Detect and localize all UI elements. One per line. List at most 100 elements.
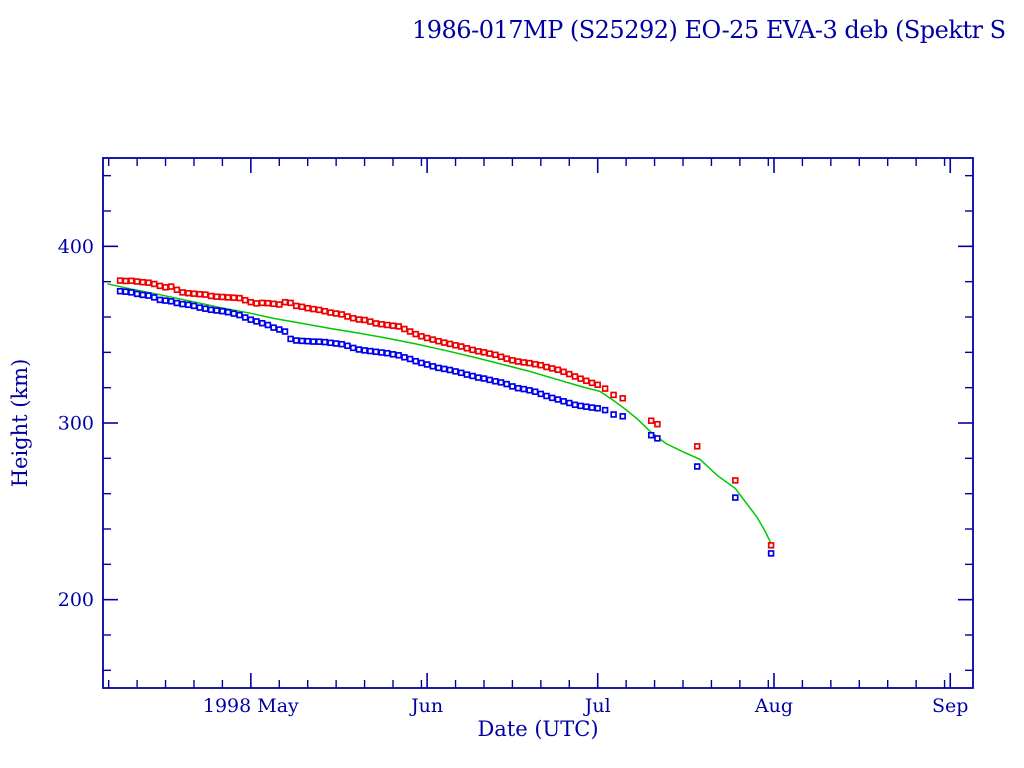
apogee-height-point <box>492 351 499 359</box>
apogee-height-point <box>344 313 351 320</box>
perigee-height-point <box>139 291 147 299</box>
apogee-height-point <box>452 342 459 349</box>
perigee-height-point <box>338 340 346 348</box>
x-tick-label: Jul <box>583 695 611 717</box>
perigee-height-point <box>654 435 661 442</box>
perigee-height-point <box>435 364 442 372</box>
apogee-height-point <box>378 320 385 328</box>
mean-height-fit-line <box>107 283 773 546</box>
perigee-height-point <box>732 494 739 501</box>
apogee-height-point <box>276 301 283 308</box>
perigee-height-point <box>253 318 260 325</box>
apogee-height-point <box>732 477 739 484</box>
perigee-height-point <box>378 349 385 356</box>
apogee-height-point <box>389 322 397 329</box>
apogee-height-point <box>526 359 533 367</box>
perigee-height-point <box>264 321 272 329</box>
perigee-height-point <box>247 316 255 323</box>
apogee-height-point <box>594 381 601 389</box>
apogee-height-point <box>361 316 368 324</box>
apogee-height-point <box>469 346 476 354</box>
apogee-height-point <box>173 286 181 294</box>
perigee-height-point <box>497 379 505 386</box>
perigee-height-point <box>349 344 357 352</box>
perigee-height-point <box>236 311 243 319</box>
apogee-height-point <box>156 282 164 290</box>
y-tick-label: 400 <box>58 236 94 258</box>
perigee-height-point <box>463 371 471 378</box>
perigee-height-point <box>693 463 701 470</box>
perigee-height-point <box>213 307 220 314</box>
apogee-height-point <box>281 298 289 306</box>
perigee-height-point <box>526 387 533 394</box>
plot-frame <box>102 157 974 689</box>
perigee-height-point <box>492 378 499 385</box>
apogee-height-point <box>304 304 311 312</box>
apogee-height-point <box>315 306 323 314</box>
apogee-height-point <box>202 291 209 298</box>
perigee-height-point <box>122 288 129 295</box>
apogee-height-point <box>514 358 522 365</box>
apogee-height-point <box>440 339 448 346</box>
apogee-height-point <box>486 350 493 357</box>
perigee-height-point <box>548 394 556 402</box>
perigee-height-point <box>509 383 516 390</box>
perigee-height-point <box>469 372 476 380</box>
perigee-height-point <box>566 399 573 407</box>
perigee-height-point <box>315 338 323 345</box>
apogee-height-point <box>116 277 124 284</box>
perigee-height-point <box>327 339 334 347</box>
x-tick-label: Jun <box>409 695 443 717</box>
perigee-height-point <box>321 338 329 346</box>
perigee-height-point <box>554 396 562 403</box>
apogee-height-point <box>298 303 306 311</box>
apogee-height-point <box>236 294 243 302</box>
perigee-height-point <box>457 369 465 377</box>
apogee-height-point <box>349 314 357 322</box>
perigee-height-point <box>406 355 414 363</box>
perigee-height-point <box>503 380 510 388</box>
apogee-height-point <box>150 280 158 288</box>
perigee-height-point <box>446 366 454 374</box>
perigee-height-point <box>190 302 198 310</box>
x-tick-label: Aug <box>754 695 793 717</box>
apogee-height-point <box>338 311 346 318</box>
apogee-height-point <box>167 283 175 290</box>
apogee-height-point <box>372 320 380 327</box>
apogee-height-point <box>367 318 374 325</box>
apogee-height-point <box>446 340 454 348</box>
apogee-height-point <box>429 336 437 343</box>
apogee-height-point <box>588 379 596 387</box>
apogee-height-point <box>401 325 408 333</box>
perigee-height-point <box>588 404 596 411</box>
apogee-height-point <box>560 368 567 376</box>
perigee-height-point <box>355 346 363 353</box>
perigee-height-point <box>173 299 181 307</box>
perigee-height-point <box>475 374 482 381</box>
perigee-height-point <box>543 392 550 400</box>
perigee-height-point <box>361 347 368 354</box>
perigee-height-point <box>219 307 226 315</box>
perigee-height-point <box>647 431 655 439</box>
apogee-height-point <box>601 385 609 392</box>
perigee-height-point <box>287 335 294 343</box>
apogee-height-point <box>619 395 626 402</box>
perigee-height-point <box>116 287 124 295</box>
perigee-height-point <box>293 337 300 344</box>
apogee-height-point <box>230 294 238 301</box>
apogee-height-point <box>475 348 482 355</box>
perigee-height-point <box>412 357 419 365</box>
perigee-height-point <box>156 296 164 304</box>
perigee-height-point <box>310 338 317 345</box>
perigee-height-point <box>281 328 289 335</box>
x-tick-label: 1998 May <box>203 695 299 717</box>
apogee-height-point <box>179 289 186 296</box>
perigee-height-point <box>440 365 448 373</box>
perigee-height-point <box>332 340 340 347</box>
perigee-height-point <box>167 298 175 305</box>
perigee-height-point <box>270 324 277 331</box>
apogee-height-point <box>321 307 329 315</box>
apogee-height-point <box>139 278 147 286</box>
